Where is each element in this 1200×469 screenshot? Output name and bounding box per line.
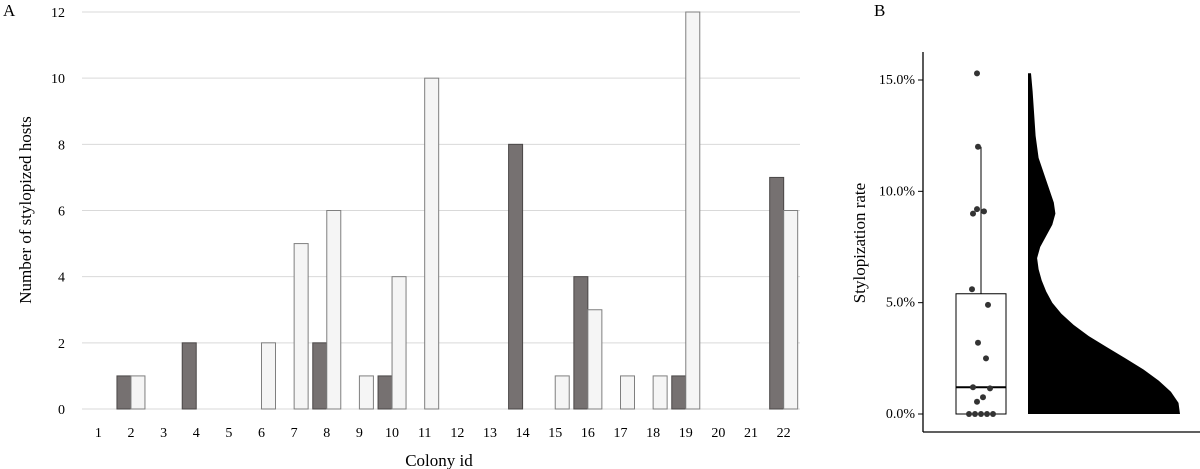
x-tick-label: 21 <box>744 426 758 441</box>
x-tick-label: 6 <box>258 426 265 441</box>
x-tick-label: 20 <box>711 426 725 441</box>
y-tick-label: 15.0% <box>879 73 916 88</box>
x-tick-label: 22 <box>777 426 791 441</box>
grid-lines <box>82 11 800 410</box>
bar <box>652 375 668 410</box>
bar <box>783 210 799 410</box>
data-point <box>975 339 981 346</box>
bar <box>573 276 589 410</box>
data-point <box>975 143 981 150</box>
bar <box>620 375 635 410</box>
bar <box>312 342 328 410</box>
data-point <box>983 355 989 362</box>
x-tick-label: 14 <box>516 426 530 441</box>
bar <box>130 375 146 410</box>
x-axis-label: Colony id <box>405 451 473 469</box>
x-tick-label: 2 <box>127 426 134 441</box>
x-tick-label: 18 <box>646 426 660 441</box>
data-points <box>966 70 996 417</box>
box <box>955 293 1007 415</box>
x-tick-label: 5 <box>225 426 232 441</box>
y-axis-label: Stylopization rate <box>850 183 869 303</box>
data-point <box>978 411 984 417</box>
bar <box>358 375 374 410</box>
bar <box>424 77 440 410</box>
data-point <box>987 385 993 392</box>
bar <box>326 210 342 410</box>
data-point <box>984 411 990 417</box>
y-tick-label: 4 <box>58 271 65 286</box>
y-axis-ticks: 0 2 4 6 8 10 12 <box>51 6 65 418</box>
x-tick-label: 9 <box>356 426 363 441</box>
box-plot <box>955 146 1007 415</box>
data-point <box>966 411 972 417</box>
panel-label-b: B <box>874 1 885 20</box>
y-tick-label: 2 <box>58 337 65 352</box>
x-tick-label: 15 <box>548 426 562 441</box>
x-tick-label: 16 <box>581 426 595 441</box>
data-point <box>974 70 980 77</box>
x-tick-label: 13 <box>483 426 497 441</box>
bar <box>769 176 785 410</box>
y-tick-label: 0.0% <box>886 407 916 422</box>
y-tick-label: 0 <box>58 403 65 418</box>
x-axis-ticks: 1 2 3 4 5 6 7 8 9 10 11 12 13 14 15 16 17 18 19 20 21 22 <box>95 426 791 441</box>
data-point <box>970 384 976 391</box>
data-point <box>981 208 987 215</box>
x-tick-label: 10 <box>385 426 399 441</box>
bar <box>391 276 407 410</box>
data-point <box>990 411 996 417</box>
density-shape <box>1028 73 1180 415</box>
y-tick-label: 5.0% <box>886 296 916 311</box>
data-point <box>969 286 975 293</box>
bar <box>181 342 197 410</box>
x-tick-label: 8 <box>323 426 330 441</box>
x-tick-label: 19 <box>679 426 693 441</box>
y-tick-label: 12 <box>51 6 65 21</box>
box-plot-panel-b: 0.0% 5.0% 10.0% 15.0% Stylopization rate B <box>850 1 1200 433</box>
x-tick-label: 7 <box>291 426 298 441</box>
data-point <box>985 301 991 308</box>
y-tick-label: 10.0% <box>879 184 916 199</box>
data-point <box>972 411 978 417</box>
x-tick-label: 12 <box>450 426 464 441</box>
bar <box>587 309 603 410</box>
bar-series <box>116 11 799 410</box>
bar <box>554 375 570 410</box>
bar <box>377 375 393 410</box>
bar <box>261 342 276 410</box>
x-tick-label: 1 <box>95 426 102 441</box>
data-point <box>974 206 980 213</box>
y-tick-label: 6 <box>58 205 65 220</box>
y-axis-ticks: 0.0% 5.0% 10.0% 15.0% <box>879 73 923 422</box>
bar <box>116 375 132 410</box>
bar <box>671 375 687 410</box>
y-axis-label: Number of stylopized hosts <box>16 116 35 303</box>
data-point <box>980 394 986 401</box>
data-point <box>974 398 980 405</box>
data-point <box>970 210 976 217</box>
bar <box>293 243 309 410</box>
bar <box>508 143 524 410</box>
x-tick-label: 4 <box>193 426 200 441</box>
panel-label-a: A <box>3 1 16 20</box>
y-tick-label: 8 <box>58 138 65 153</box>
bar <box>685 11 701 410</box>
x-tick-label: 11 <box>418 426 431 441</box>
x-tick-label: 3 <box>160 426 167 441</box>
x-tick-label: 17 <box>614 426 628 441</box>
y-tick-label: 10 <box>51 72 65 87</box>
